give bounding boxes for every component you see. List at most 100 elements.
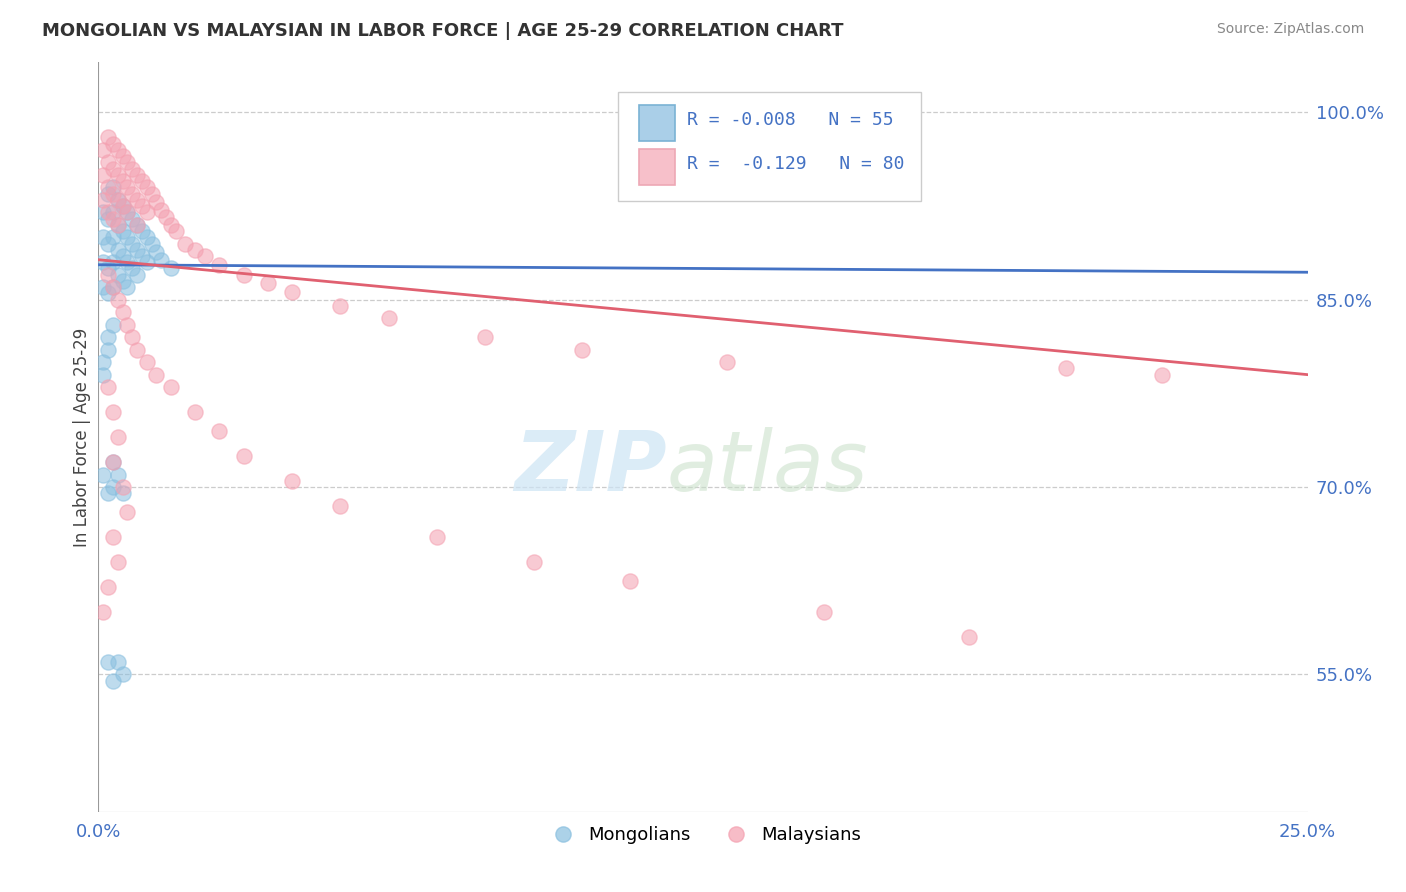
Point <box>107 218 129 232</box>
Point <box>111 199 134 213</box>
Point <box>208 424 231 438</box>
Point <box>131 174 153 188</box>
Point <box>91 143 114 157</box>
Point <box>281 474 304 488</box>
Point <box>329 499 352 513</box>
Point <box>121 330 143 344</box>
Point <box>97 261 120 276</box>
Point <box>97 268 120 282</box>
Point <box>145 195 167 210</box>
Point <box>281 285 304 300</box>
Point <box>619 574 641 588</box>
Point <box>135 180 157 194</box>
Point <box>127 243 149 257</box>
Point <box>111 149 134 163</box>
Point <box>97 655 120 669</box>
Point <box>107 218 129 232</box>
Y-axis label: In Labor Force | Age 25-29: In Labor Force | Age 25-29 <box>73 327 91 547</box>
FancyBboxPatch shape <box>619 93 921 201</box>
Point <box>107 268 129 282</box>
Point <box>121 186 143 201</box>
Point <box>184 405 207 419</box>
Point <box>107 193 129 207</box>
Point <box>97 580 120 594</box>
Point <box>150 202 173 217</box>
Point <box>150 252 173 267</box>
Point <box>97 205 120 219</box>
Point <box>117 205 139 219</box>
Point <box>91 168 114 182</box>
Point <box>377 311 399 326</box>
Point <box>127 168 149 182</box>
Point <box>111 667 134 681</box>
Point <box>107 293 129 307</box>
Point <box>97 330 120 344</box>
Point <box>127 218 149 232</box>
Point <box>117 318 139 332</box>
Point <box>256 277 278 291</box>
Point <box>97 236 120 251</box>
Point <box>91 205 114 219</box>
Point <box>101 280 124 294</box>
Point <box>101 480 124 494</box>
Point <box>716 355 738 369</box>
Point <box>111 480 134 494</box>
Point <box>426 530 449 544</box>
Point <box>117 205 139 219</box>
Point <box>101 205 124 219</box>
Point <box>329 299 352 313</box>
Point <box>101 405 124 419</box>
Point <box>97 130 120 145</box>
Point <box>101 530 124 544</box>
Point <box>523 555 546 569</box>
Point <box>1152 368 1174 382</box>
Point <box>97 286 120 301</box>
Point <box>101 455 124 469</box>
Point <box>91 230 114 244</box>
Point <box>474 330 496 344</box>
Point <box>101 161 124 176</box>
Point <box>160 218 183 232</box>
Point <box>121 236 143 251</box>
Point <box>194 249 217 263</box>
Point <box>127 343 149 357</box>
Legend: Mongolians, Malaysians: Mongolians, Malaysians <box>537 819 869 851</box>
Point <box>91 193 114 207</box>
Point <box>111 174 134 188</box>
Point <box>232 449 254 463</box>
Point <box>101 136 124 151</box>
Point <box>165 224 187 238</box>
Point <box>91 467 114 482</box>
Point <box>135 355 157 369</box>
Point <box>117 230 139 244</box>
Point <box>107 243 129 257</box>
Point <box>145 368 167 382</box>
Point <box>101 455 124 469</box>
Point <box>232 268 254 282</box>
Point <box>127 193 149 207</box>
Point <box>131 224 153 238</box>
Point <box>131 249 153 263</box>
Point <box>107 143 129 157</box>
Text: MONGOLIAN VS MALAYSIAN IN LABOR FORCE | AGE 25-29 CORRELATION CHART: MONGOLIAN VS MALAYSIAN IN LABOR FORCE | … <box>42 22 844 40</box>
Point <box>101 211 124 226</box>
Point <box>957 630 980 644</box>
Point <box>111 274 134 288</box>
Point <box>97 186 120 201</box>
Point <box>111 249 134 263</box>
Point <box>117 505 139 519</box>
Text: atlas: atlas <box>666 426 869 508</box>
Point <box>91 605 114 619</box>
Point <box>101 230 124 244</box>
Point <box>121 161 143 176</box>
Point <box>107 467 129 482</box>
Point <box>97 486 120 500</box>
Point <box>107 655 129 669</box>
Point <box>111 486 134 500</box>
Point <box>101 180 124 194</box>
Point <box>117 280 139 294</box>
Point <box>135 255 157 269</box>
Point <box>121 261 143 276</box>
Point <box>1054 361 1077 376</box>
Point <box>127 218 149 232</box>
